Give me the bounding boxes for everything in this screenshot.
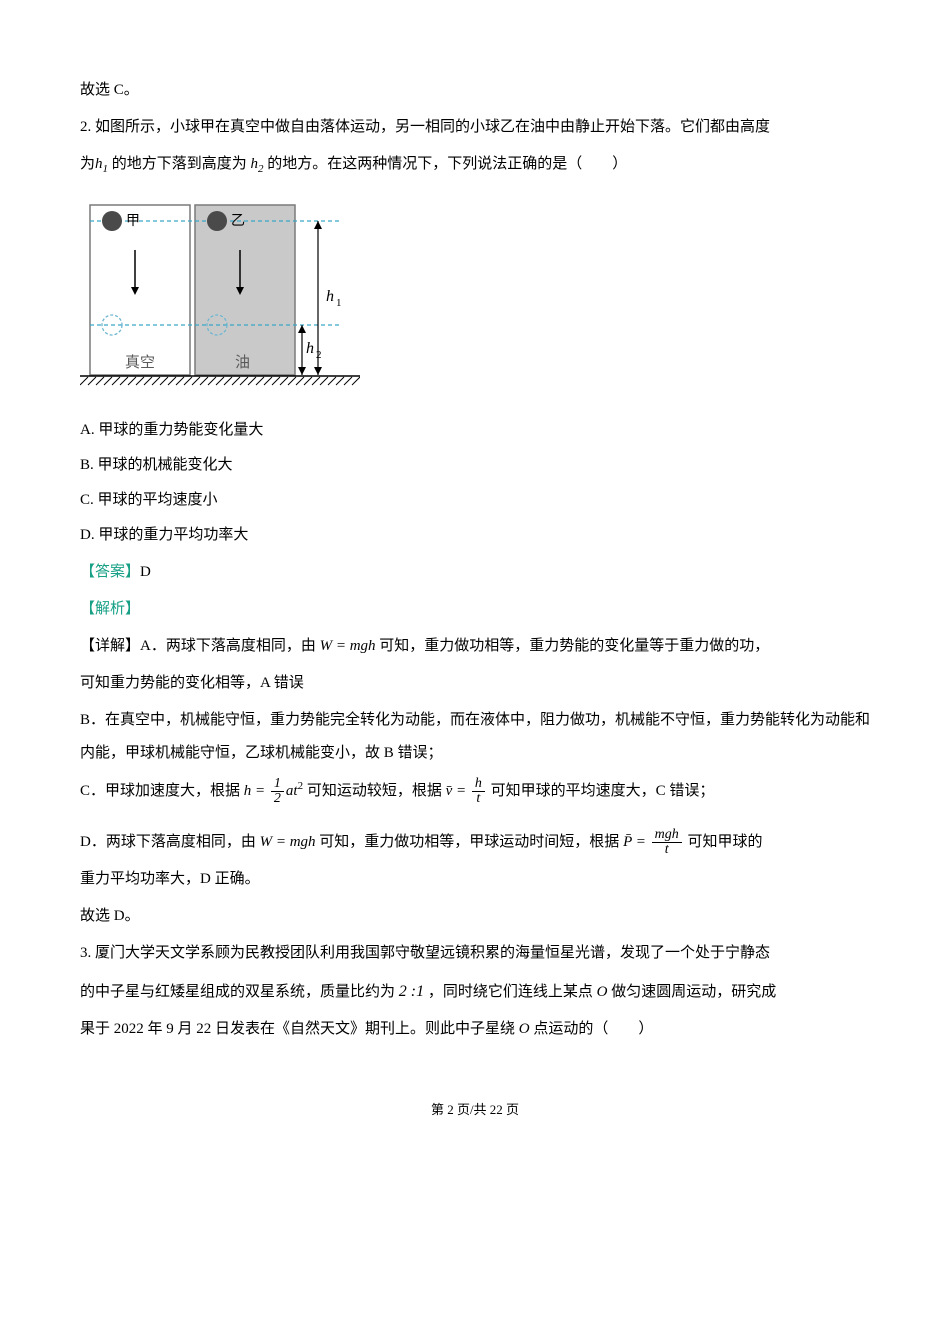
eq-wmgh-2: W = mgh [260,834,316,850]
expl-c-3: 可知甲球的平均速度大，C 错误； [491,783,715,799]
page-footer: 第 2 页/共 22 页 [80,1096,870,1125]
q2-diagram: 甲 乙 真空 油 h 1 h 2 [80,195,870,400]
prev-conclusion: 故选 C。 [80,74,870,107]
q3-line2-c: 做匀速圆周运动，研究成 [611,984,776,1000]
var-h1: h [95,156,103,172]
expl-c: C．甲球加速度大，根据 h = 12at2 可知运动较短，根据 v̄ = ht … [80,774,870,808]
svg-text:油: 油 [235,354,250,371]
sup-2: 2 [298,780,304,792]
expl-a: 【详解】A．两球下落高度相同，由 W = mgh 可知，重力做功相等，重力势能的… [80,630,870,663]
answer-label: 【答案】 [80,564,140,580]
q3-line3-a: 果于 2022 年 9 月 22 日发表在《自然天文》期刊上。则此中子星绕 [80,1021,519,1037]
q2-stem-prefix: 为 [80,156,95,172]
q2-stem-suffix: 的地方。在这两种情况下，下列说法正确的是（ ） [267,156,627,172]
analysis-label: 【解析】 [80,593,870,626]
eq-h-half-at2: h = [244,783,269,799]
expl-d-4: 重力平均功率大，D 正确。 [80,863,870,896]
q2-stem-line2: 为h1 的地方下落到高度为 h2 的地方。在这两种情况下，下列说法正确的是（ ） [80,148,870,181]
expl-d: D．两球下落高度相同，由 W = mgh 可知，重力做功相等，甲球运动时间短，根… [80,826,870,859]
eq-vbar: v̄ = [446,783,470,799]
expl-d-1: D．两球下落高度相同，由 [80,834,256,850]
expl-b: B．在真空中，机械能守恒，重力势能完全转化为动能，而在液体中，阻力做功，机械能不… [80,704,870,770]
eq-at2: at [286,783,298,799]
q3-line2: 的中子星与红矮星组成的双星系统，质量比约为 2 :1 ，同时绕它们连线上某点 O… [80,974,870,1009]
svg-text:h: h [306,340,314,357]
expl-a-3: 可知重力势能的变化相等，A 错误 [80,667,870,700]
q3-line1: 3. 厦门大学天文学系顾为民教授团队利用我国郭守敬望远镜积累的海量恒星光谱，发现… [80,937,870,970]
var-h2: h [251,156,259,172]
svg-text:乙: 乙 [231,213,245,229]
choice-a: A. 甲球的重力势能变化量大 [80,414,870,447]
q2-stem-line1: 2. 如图所示，小球甲在真空中做自由落体运动，另一相同的小球乙在油中由静止开始下… [80,111,870,144]
svg-text:2: 2 [316,349,322,361]
frac-mgh-t: mght [652,828,682,857]
q3-line2-a: 的中子星与红矮星组成的双星系统，质量比约为 [80,984,395,1000]
q2-conclude: 故选 D。 [80,900,870,933]
q3-line3: 果于 2022 年 9 月 22 日发表在《自然天文》期刊上。则此中子星绕 O … [80,1013,870,1046]
expl-a-1: 【详解】A．两球下落高度相同，由 [80,638,316,654]
answer-value: D [140,564,151,580]
svg-text:h: h [326,288,334,305]
diagram-svg: 甲 乙 真空 油 h 1 h 2 [80,195,360,400]
eq-wmgh-1: W = mgh [320,638,376,654]
q3-line2-b: ，同时绕它们连线上某点 [428,984,597,1000]
point-o-2: O [519,1021,530,1037]
q2-stem-mid: 的地方下落到高度为 [112,156,251,172]
choice-c: C. 甲球的平均速度小 [80,484,870,517]
expl-c-2: 可知运动较短，根据 [307,783,442,799]
svg-text:1: 1 [336,297,342,309]
svg-text:真空: 真空 [125,353,155,371]
eq-pbar: P̄ = [623,834,650,850]
frac-half: 12 [271,777,284,806]
expl-c-1: C．甲球加速度大，根据 [80,783,240,799]
expl-d-3: 可知甲球的 [687,834,762,850]
frac-h-t: ht [472,777,485,806]
answer-line: 【答案】D [80,556,870,589]
var-h1-sub: 1 [103,163,109,175]
choice-b: B. 甲球的机械能变化大 [80,449,870,482]
choice-d: D. 甲球的重力平均功率大 [80,519,870,552]
ratio-21: 2 :1 [399,983,424,1000]
point-o-1: O [597,984,608,1000]
expl-a-2: 可知，重力做功相等，重力势能的变化量等于重力做的功， [379,638,769,654]
svg-text:甲: 甲 [126,214,140,229]
var-h2-sub: 2 [258,163,264,175]
q3-line3-b: 点运动的（ ） [533,1021,653,1037]
expl-d-2: 可知，重力做功相等，甲球运动时间短，根据 [319,834,619,850]
